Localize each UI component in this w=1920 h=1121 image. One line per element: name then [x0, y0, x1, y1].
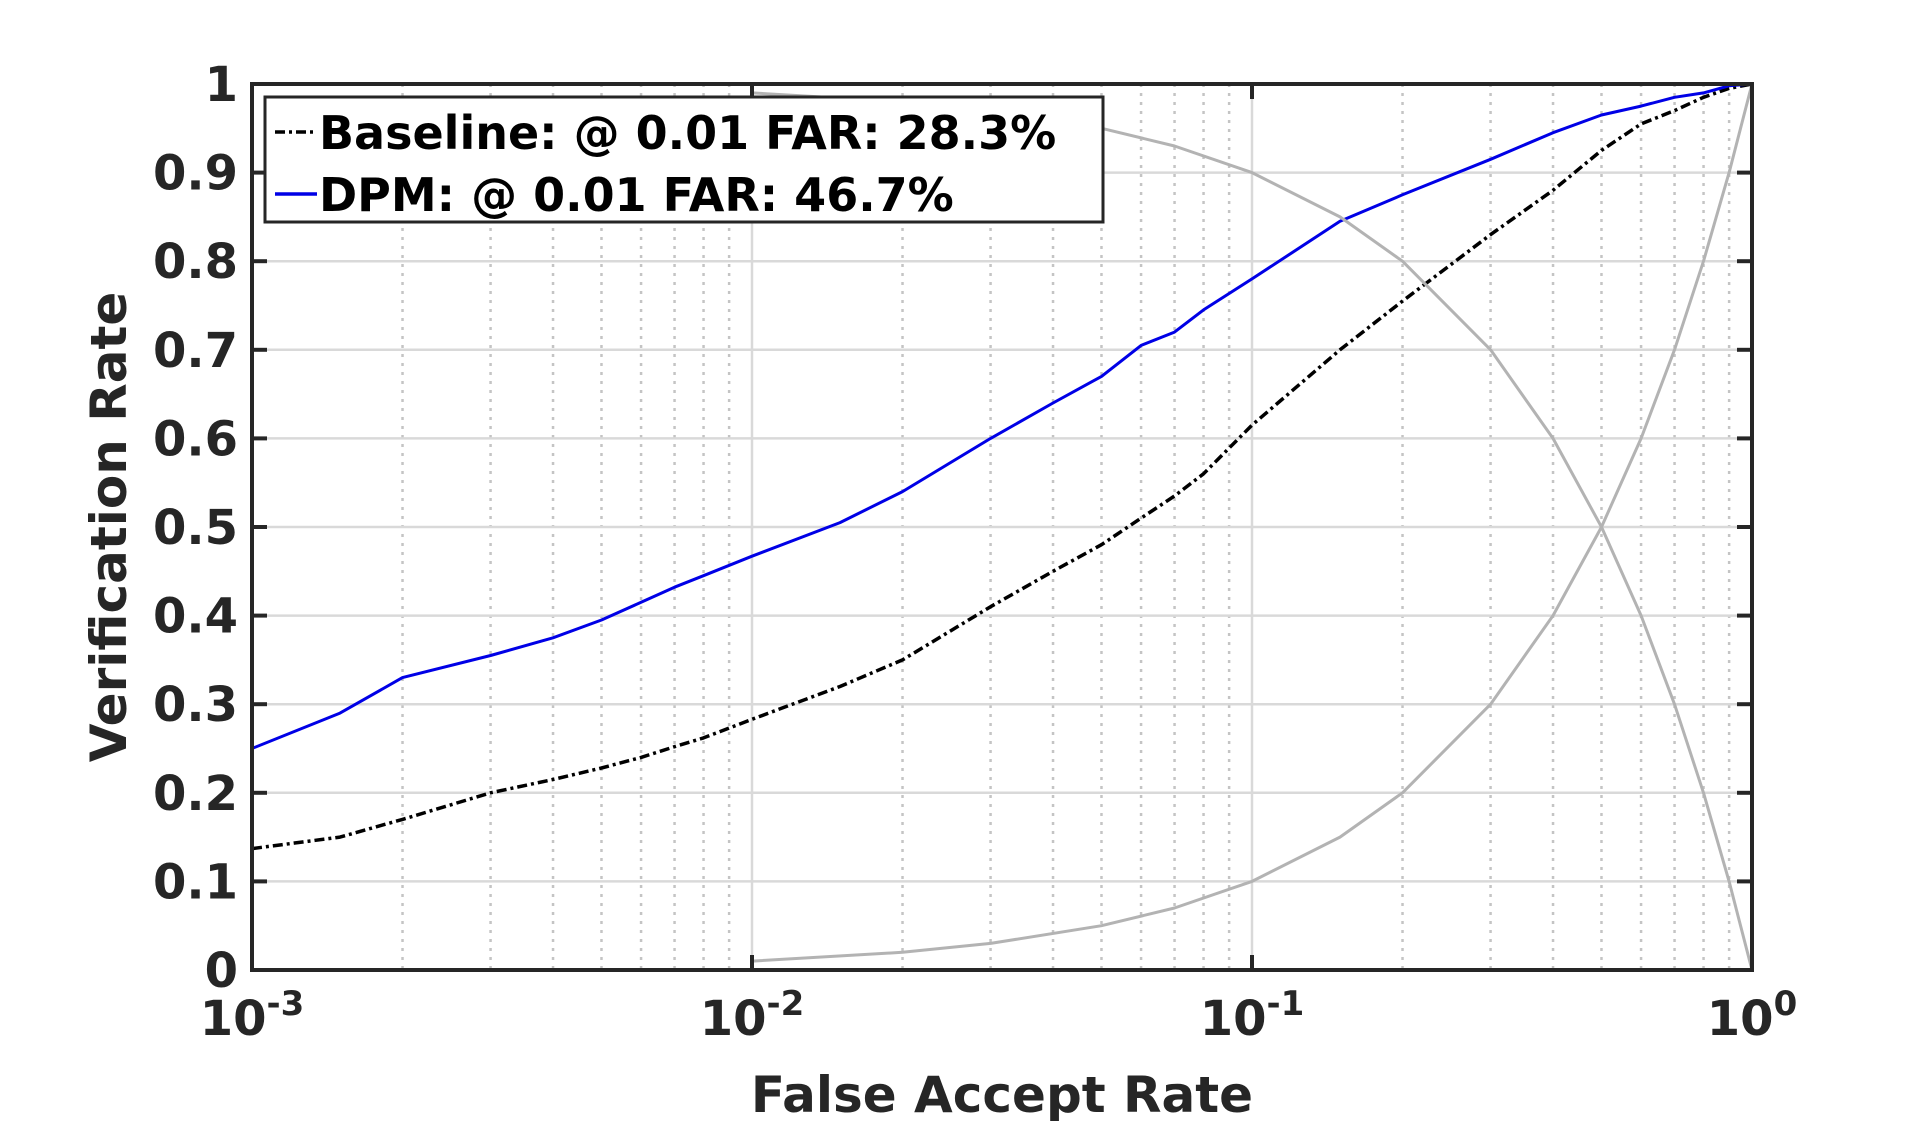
legend-box	[263, 95, 1105, 224]
y-tick-label: 0.3	[153, 677, 238, 733]
x-tick-label: 100	[1707, 984, 1797, 1047]
y-tick-label: 1	[205, 57, 238, 113]
y-tick-label: 0.7	[153, 323, 238, 379]
series-line-baseline	[251, 82, 1753, 851]
series-line-dpm	[251, 82, 1753, 750]
axis-ticks: 0 0.1 0.2 0.3 0.4 0.5 0.6 0.7 0.8 0.9 1 10-3 10-2 10-…	[153, 57, 1797, 1047]
y-tick-label: 0.4	[153, 589, 238, 645]
reference-curve-3	[751, 83, 1754, 963]
y-tick-label: 0.5	[153, 500, 238, 556]
x-tick-label: 10-2	[700, 984, 805, 1047]
x-axis-label: False Accept Rate	[751, 1066, 1253, 1121]
x-tick-label: 10-1	[1200, 984, 1305, 1047]
legend: Baseline: @ 0.01 FAR: 28.3% DPM: @ 0.01 F…	[263, 95, 1105, 224]
y-tick-label: 0.2	[153, 766, 238, 822]
y-axis-label: Verification Rate	[80, 292, 138, 763]
y-tick-label: 0.6	[153, 411, 238, 467]
legend-label: Baseline: @ 0.01 FAR: 28.3%	[319, 106, 1056, 160]
y-tick-label: 0.8	[153, 234, 238, 290]
y-tick-label: 0	[205, 943, 238, 999]
y-tick-label: 0.1	[153, 854, 238, 910]
x-tick-label: 10-3	[200, 984, 305, 1047]
legend-label: DPM: @ 0.01 FAR: 46.7%	[319, 168, 954, 222]
y-tick-label: 0.9	[153, 146, 238, 202]
